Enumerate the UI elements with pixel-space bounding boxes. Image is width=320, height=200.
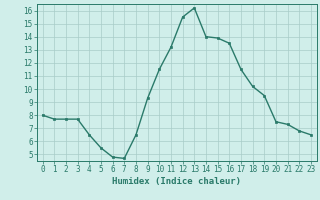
X-axis label: Humidex (Indice chaleur): Humidex (Indice chaleur) bbox=[112, 177, 241, 186]
